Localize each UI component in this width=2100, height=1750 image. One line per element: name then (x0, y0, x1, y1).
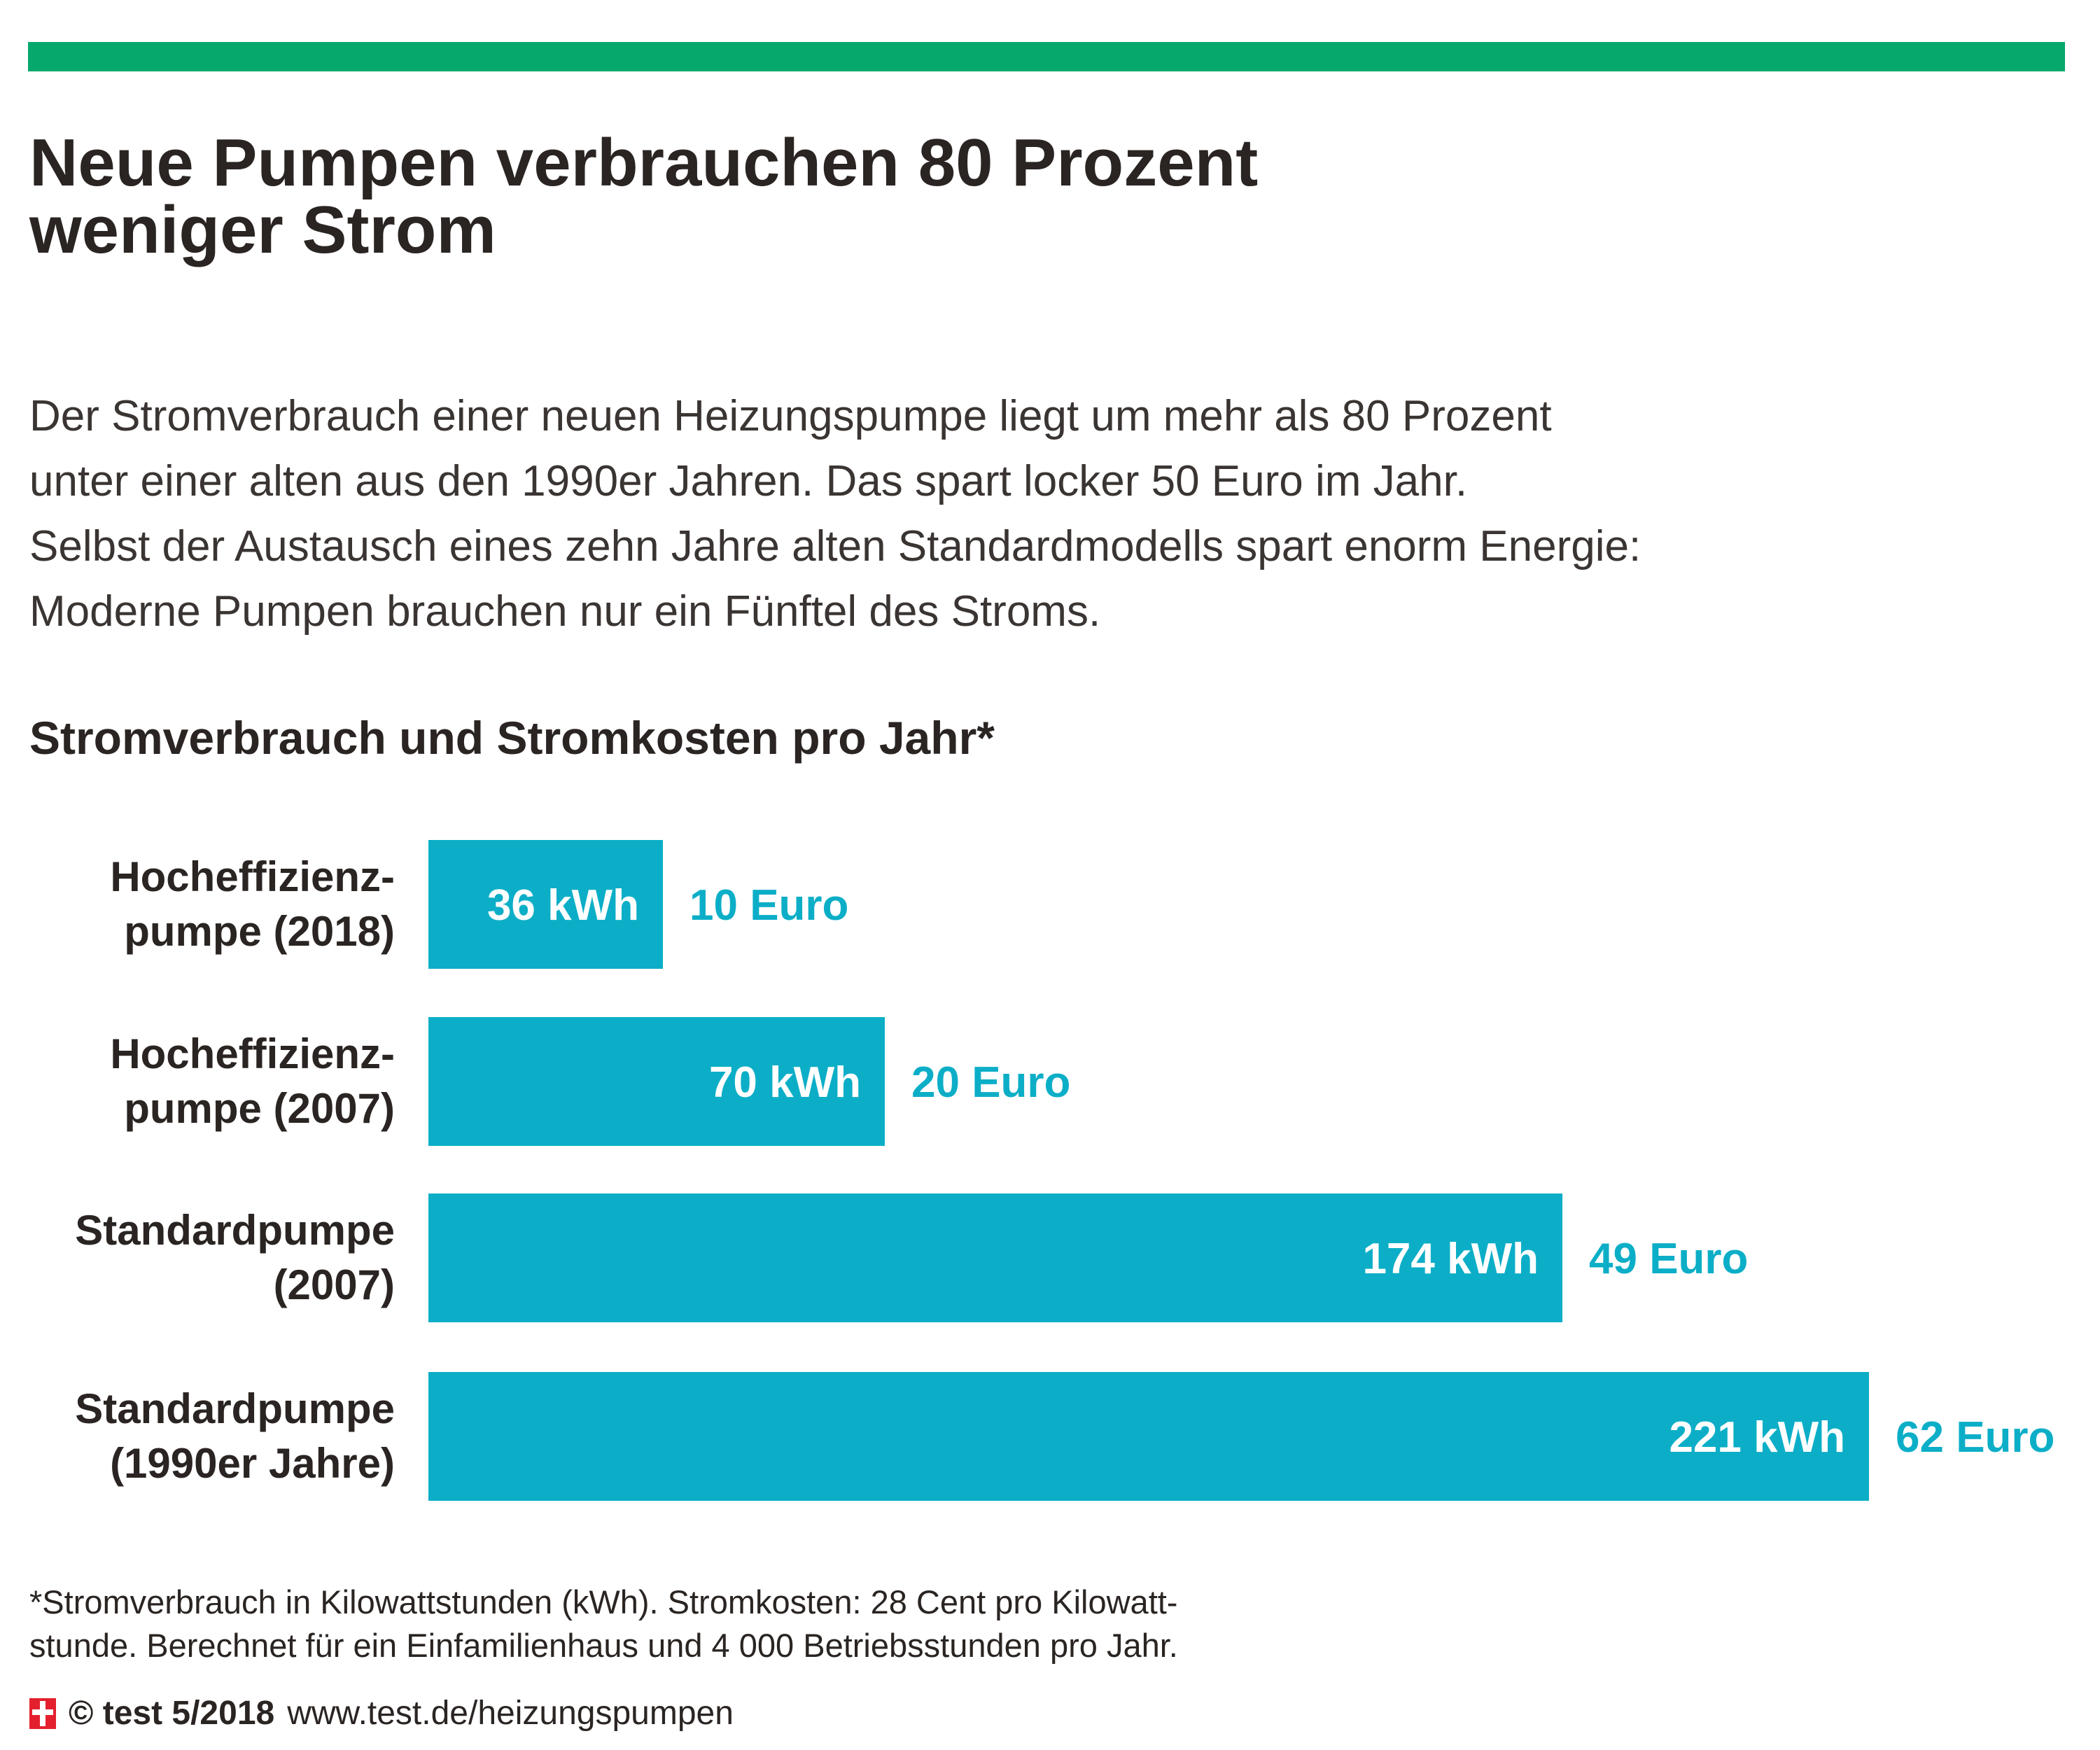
category-label-line: (1990er Jahre) (110, 1440, 395, 1487)
bar (428, 1194, 1562, 1322)
category-label-line: Hocheffizienz- (110, 1030, 395, 1077)
source-line: © test 5/2018 www.test.de/heizungspumpen (29, 1693, 734, 1735)
accent-rule (28, 42, 2065, 71)
category-label-line: Standardpumpe (75, 1207, 395, 1254)
footnote-line: *Stromverbrauch in Kilowattstunden (kWh)… (29, 1583, 1178, 1620)
category-label: Hocheffizienz-pumpe (2018) (31, 850, 395, 959)
page-title-line: weniger Strom (29, 192, 496, 267)
bar (428, 1372, 1869, 1501)
bar-value-label: 36 kWh (487, 881, 639, 930)
cost-label: 62 Euro (1896, 1413, 2054, 1462)
test-cross-logo-icon (29, 1698, 56, 1729)
category-label-line: (2007) (273, 1261, 395, 1308)
lead-line: Der Stromverbrauch einer neuen Heizungsp… (29, 392, 1552, 440)
page-title: Neue Pumpen verbrauchen 80 Prozent wenig… (29, 130, 1779, 264)
source-url[interactable]: www.test.de/heizungspumpen (287, 1695, 734, 1732)
cost-label: 10 Euro (690, 881, 848, 930)
category-label-line: Standardpumpe (75, 1385, 395, 1432)
category-label-line: Hocheffizienz- (110, 853, 395, 900)
lead-line: Moderne Pumpen brauchen nur ein Fünftel … (29, 587, 1101, 636)
bar (428, 840, 663, 969)
category-label: Hocheffizienz-pumpe (2007) (31, 1027, 395, 1136)
bar-value-label: 221 kWh (1669, 1413, 1845, 1462)
lead-line: Selbst der Austausch eines zehn Jahre al… (29, 522, 1642, 570)
bar-value-label: 174 kWh (1362, 1235, 1539, 1283)
page-title-line: Neue Pumpen verbrauchen 80 Prozent (29, 125, 1259, 200)
chart-title: Stromverbrauch und Stromkosten pro Jahr* (29, 712, 995, 764)
footnote: *Stromverbrauch in Kilowattstunden (kWh)… (29, 1581, 1178, 1667)
bar-value-label: 70 kWh (709, 1058, 861, 1107)
cost-label: 20 Euro (911, 1058, 1070, 1107)
lead-line: unter einer alten aus den 1990er Jahren.… (29, 457, 1468, 505)
bar (428, 1017, 885, 1146)
footnote-line: stunde. Berechnet für ein Einfamilienhau… (29, 1627, 1178, 1664)
category-label: Standardpumpe (1990er Jahre) (31, 1382, 395, 1491)
lead-text: Der Stromverbrauch einer neuen Heizungsp… (29, 384, 1919, 644)
cost-label: 49 Euro (1589, 1235, 1748, 1283)
category-label-line: pumpe (2018) (124, 908, 395, 955)
copyright-text: © test 5/2018 (69, 1695, 275, 1732)
category-label: Standardpumpe (2007) (31, 1203, 395, 1312)
category-label-line: pumpe (2007) (124, 1085, 395, 1132)
